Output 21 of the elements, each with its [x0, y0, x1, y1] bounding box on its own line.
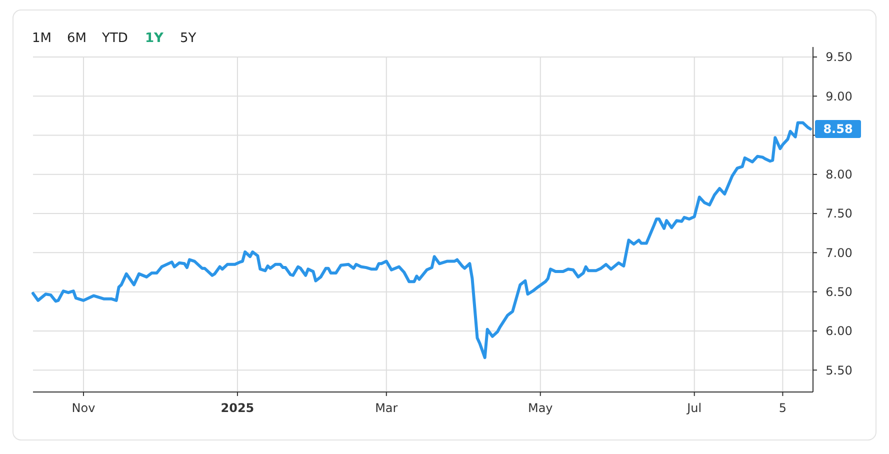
y-tick-label: 8.00 — [826, 168, 852, 182]
y-tick-label: 6.00 — [826, 324, 852, 338]
x-tick-label: Nov — [72, 401, 96, 415]
x-tick-label: 2025 — [220, 401, 254, 415]
text: YTD — [101, 31, 128, 46]
text: 8.58 — [823, 122, 853, 136]
y-tick-label: 9.50 — [826, 50, 852, 64]
x-tick-label: 5 — [778, 401, 787, 415]
x-tick-label: Jul — [686, 401, 702, 415]
text: 1Y — [145, 31, 164, 46]
y-tick-label: 7.50 — [826, 206, 852, 221]
line-series — [32, 121, 812, 360]
x-tick-label: Mar — [375, 401, 398, 415]
y-tick-label: 5.50 — [826, 363, 852, 378]
y-tick-label: 7.00 — [826, 246, 852, 260]
text: 6M — [67, 31, 86, 46]
text: 1M — [32, 31, 52, 46]
y-tick-label: 6.50 — [826, 285, 852, 300]
x-tick-label: May — [528, 401, 553, 415]
text: 5Y — [180, 31, 196, 46]
y-tick-label: 9.00 — [826, 89, 852, 104]
